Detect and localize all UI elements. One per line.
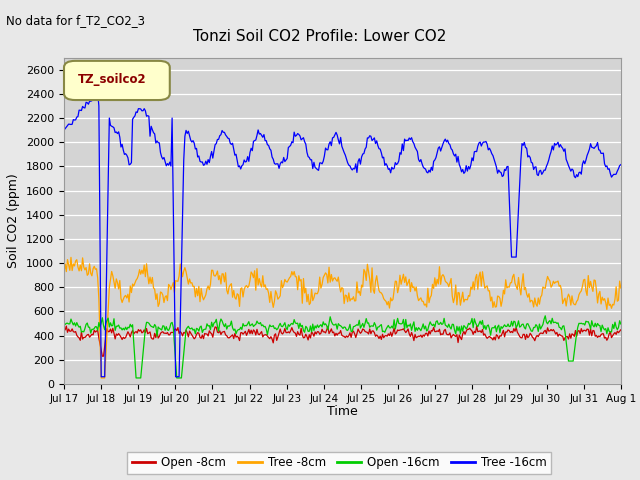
Line: Open -8cm: Open -8cm bbox=[64, 326, 621, 356]
Open -8cm bbox=[236, 338, 243, 344]
Open -8cm bbox=[568, 331, 576, 337]
Open -16cm bbox=[373, 327, 381, 333]
Tree -16cm bbox=[374, 143, 381, 148]
Open -16cm bbox=[617, 321, 625, 327]
X-axis label: Time: Time bbox=[327, 405, 358, 418]
Tree -8cm bbox=[97, 375, 105, 381]
Open -16cm bbox=[470, 316, 478, 322]
Line: Tree -8cm: Tree -8cm bbox=[64, 257, 621, 378]
Open -8cm bbox=[60, 327, 68, 333]
Legend: Open -8cm, Tree -8cm, Open -16cm, Tree -16cm: Open -8cm, Tree -8cm, Open -16cm, Tree -… bbox=[127, 452, 551, 474]
Open -16cm bbox=[399, 316, 407, 322]
Tree -16cm bbox=[236, 163, 243, 169]
Line: Tree -16cm: Tree -16cm bbox=[64, 92, 621, 377]
Open -8cm bbox=[298, 325, 305, 331]
Y-axis label: Soil CO2 (ppm): Soil CO2 (ppm) bbox=[8, 173, 20, 268]
Open -16cm bbox=[132, 375, 140, 381]
Open -8cm bbox=[99, 353, 106, 359]
Text: Tonzi Soil CO2 Profile: Lower CO2: Tonzi Soil CO2 Profile: Lower CO2 bbox=[193, 29, 447, 44]
Open -16cm bbox=[541, 313, 549, 319]
Tree -16cm bbox=[298, 137, 305, 143]
Open -8cm bbox=[401, 328, 408, 334]
Tree -8cm bbox=[60, 269, 68, 275]
Tree -16cm bbox=[568, 166, 576, 172]
Tree -8cm bbox=[568, 293, 576, 299]
Open -8cm bbox=[374, 334, 381, 339]
Tree -8cm bbox=[617, 285, 625, 291]
Line: Open -16cm: Open -16cm bbox=[64, 316, 621, 378]
Open -8cm bbox=[617, 327, 625, 333]
Open -16cm bbox=[234, 327, 242, 333]
Tree -8cm bbox=[67, 254, 75, 260]
Tree -16cm bbox=[617, 162, 625, 168]
Open -8cm bbox=[472, 330, 479, 336]
Text: No data for f_T2_CO2_3: No data for f_T2_CO2_3 bbox=[6, 14, 145, 27]
Open -8cm bbox=[63, 323, 70, 329]
Open -16cm bbox=[568, 358, 576, 364]
Tree -8cm bbox=[236, 303, 243, 309]
Tree -8cm bbox=[472, 275, 479, 281]
Tree -8cm bbox=[401, 279, 408, 285]
Text: TZ_soilco2: TZ_soilco2 bbox=[78, 73, 147, 86]
Open -16cm bbox=[60, 321, 68, 326]
Tree -8cm bbox=[374, 281, 381, 287]
Tree -16cm bbox=[401, 136, 408, 142]
Tree -16cm bbox=[93, 89, 100, 95]
Open -16cm bbox=[296, 320, 304, 326]
Tree -16cm bbox=[472, 148, 479, 154]
FancyBboxPatch shape bbox=[64, 61, 170, 100]
Tree -16cm bbox=[97, 374, 105, 380]
Tree -8cm bbox=[298, 277, 305, 283]
Tree -16cm bbox=[60, 127, 68, 133]
